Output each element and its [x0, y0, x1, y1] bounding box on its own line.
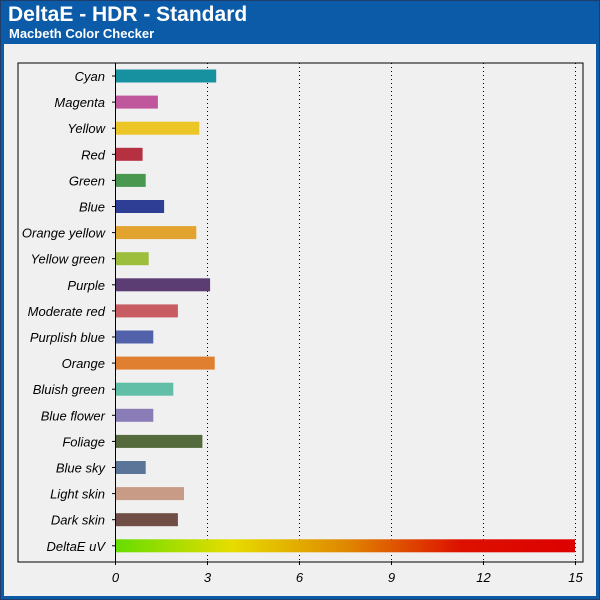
- bar: [116, 173, 146, 187]
- category-label: DeltaE uV: [46, 539, 106, 554]
- category-label: Yellow green: [31, 252, 105, 267]
- chart-subtitle: Macbeth Color Checker: [9, 26, 155, 41]
- category-label: Orange: [62, 356, 105, 371]
- category-label: Yellow: [67, 121, 106, 136]
- category-label: Green: [69, 173, 105, 188]
- category-label: Orange yellow: [22, 226, 107, 241]
- category-label: Red: [81, 147, 106, 162]
- x-tick-label: 6: [296, 570, 304, 585]
- x-tick-label: 3: [204, 570, 212, 585]
- bar: [116, 408, 154, 422]
- x-tick-label: 0: [112, 570, 120, 585]
- chart-title: DeltaE - HDR - Standard: [8, 3, 248, 26]
- category-label: Blue sky: [56, 461, 107, 476]
- category-label: Purplish blue: [30, 330, 105, 345]
- bar: [116, 382, 174, 396]
- x-tick-label: 12: [476, 570, 491, 585]
- bar: [116, 356, 215, 370]
- bar: [116, 252, 149, 266]
- category-label: Light skin: [50, 487, 105, 502]
- bar: [116, 513, 178, 527]
- bar: [116, 434, 203, 448]
- bar: [116, 95, 158, 109]
- category-label: Magenta: [54, 95, 105, 110]
- category-label: Blue: [79, 200, 105, 215]
- category-label: Blue flower: [41, 408, 106, 423]
- bar: [116, 304, 178, 318]
- category-label: Bluish green: [33, 382, 105, 397]
- x-tick-label: 15: [568, 570, 583, 585]
- category-label: Purple: [67, 278, 105, 293]
- bar: [116, 69, 217, 83]
- bar: [116, 539, 575, 553]
- bar: [116, 461, 146, 474]
- category-label: Dark skin: [51, 513, 105, 528]
- category-label: Foliage: [62, 434, 105, 449]
- bar: [116, 226, 197, 240]
- bar: [116, 121, 200, 135]
- bar: [116, 278, 211, 292]
- bar: [116, 330, 154, 344]
- bar: [116, 200, 165, 213]
- x-tick-label: 9: [388, 570, 395, 585]
- category-label: Cyan: [75, 69, 105, 84]
- bar: [116, 147, 143, 161]
- bar: [116, 487, 184, 501]
- plot-area-border: [17, 62, 584, 563]
- category-label: Moderate red: [28, 304, 106, 319]
- chart-header: DeltaE - HDR - Standard Macbeth Color Ch…: [0, 0, 600, 44]
